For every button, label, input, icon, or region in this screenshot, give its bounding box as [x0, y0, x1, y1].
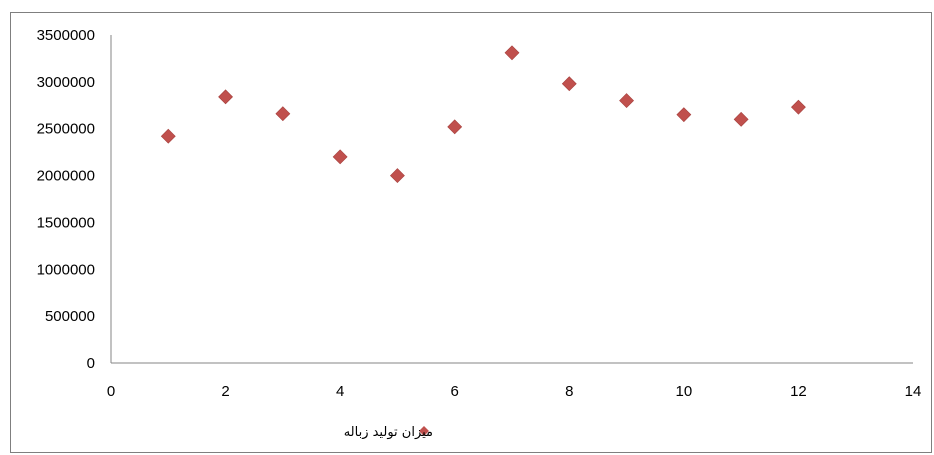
data-point	[619, 93, 634, 109]
data-point	[390, 168, 405, 183]
x-tick-labels: 0 2 4 6 8 10 12 14	[107, 383, 922, 400]
data-point	[160, 128, 176, 144]
y-tick-label: 3000000	[37, 74, 95, 91]
y-tick-label: 2500000	[37, 121, 95, 138]
x-tick-label: 6	[451, 383, 459, 400]
legend-marker	[419, 426, 429, 436]
legend: میزان تولید زباله	[344, 425, 433, 440]
legend-label: میزان تولید زباله	[344, 425, 433, 440]
scatter-chart: 0 500000 1000000 1500000 2000000 2500000 30000…	[37, 27, 922, 440]
x-tick-label: 14	[905, 383, 922, 400]
data-points	[160, 45, 806, 183]
x-tick-label: 4	[336, 383, 344, 400]
y-tick-label: 500000	[45, 308, 95, 325]
y-tick-label: 3500000	[37, 27, 95, 44]
data-point	[561, 76, 577, 92]
x-tick-label: 2	[221, 383, 229, 400]
data-point	[504, 45, 520, 61]
data-point	[733, 111, 749, 127]
x-tick-label: 12	[790, 383, 807, 400]
y-tick-label: 2000000	[37, 168, 95, 185]
y-tick-label: 1500000	[37, 214, 95, 231]
y-tick-label: 0	[87, 355, 95, 372]
data-point	[447, 119, 463, 135]
data-point	[275, 106, 291, 122]
x-tick-label: 0	[107, 383, 115, 400]
y-tick-label: 1000000	[37, 261, 95, 278]
x-tick-label: 10	[676, 383, 693, 400]
data-point	[676, 107, 692, 123]
data-point	[332, 149, 348, 165]
data-point	[791, 99, 806, 115]
data-point	[218, 89, 233, 105]
chart-frame: 0 500000 1000000 1500000 2000000 2500000 30000…	[10, 12, 932, 453]
y-tick-labels: 0 500000 1000000 1500000 2000000 2500000 30000…	[37, 27, 95, 372]
axes	[110, 35, 913, 364]
x-tick-label: 8	[565, 383, 573, 400]
